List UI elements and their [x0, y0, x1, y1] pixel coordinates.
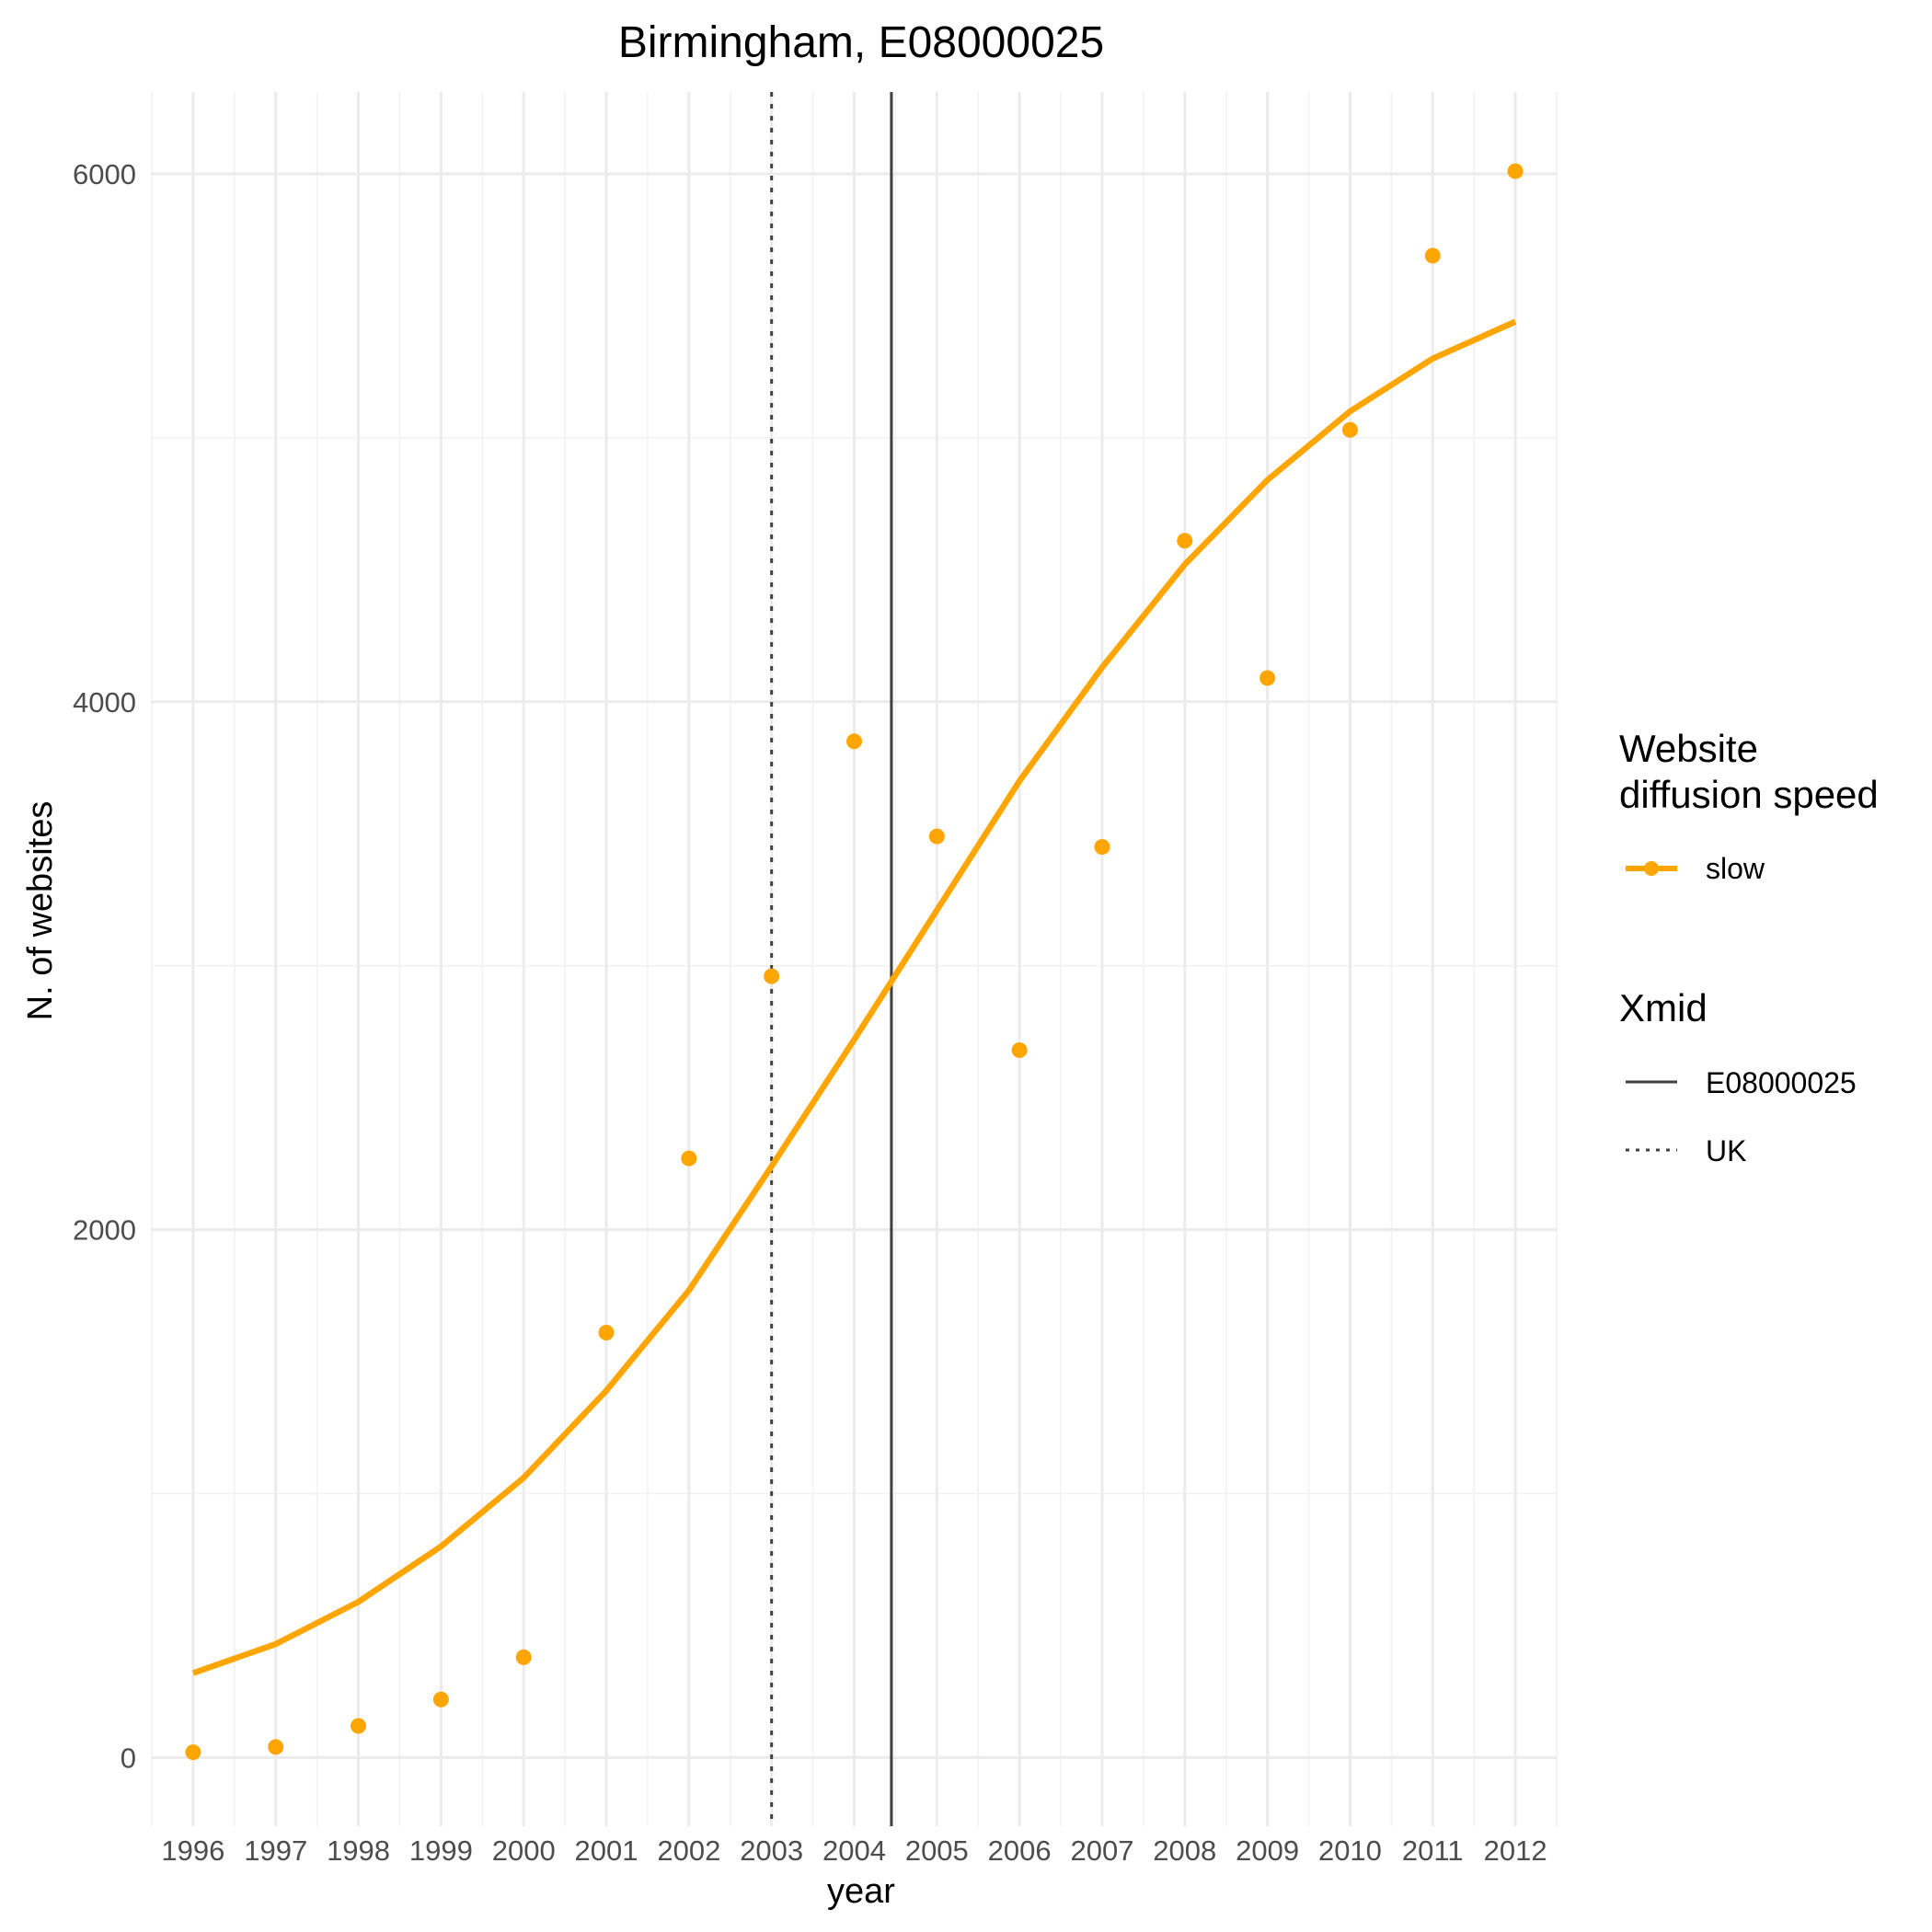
x-tick-label: 2006	[988, 1834, 1052, 1867]
legend-speed-title-line-1: Website	[1619, 727, 1758, 770]
x-tick-label: 1999	[409, 1834, 473, 1867]
data-point	[185, 1744, 201, 1761]
data-point	[515, 1649, 532, 1665]
minor-x-gridlines	[151, 92, 1558, 1826]
data-point	[598, 1324, 615, 1340]
legend-speed-group: Website diffusion speed slow	[1619, 727, 1879, 885]
x-tick-label: 2000	[492, 1834, 556, 1867]
legend-e08000025-label: E08000025	[1706, 1066, 1857, 1099]
data-point	[351, 1718, 367, 1734]
x-tick-label: 2008	[1153, 1834, 1216, 1867]
chart-title: Birmingham, E08000025	[618, 18, 1104, 67]
data-point	[1259, 670, 1276, 686]
legend-slow-point-key	[1644, 861, 1659, 876]
legend-xmid-title: Xmid	[1619, 986, 1708, 1029]
legend-speed-title-line-2: diffusion speed	[1619, 773, 1879, 816]
x-tick-label: 2004	[822, 1834, 886, 1867]
x-tick-label: 2007	[1070, 1834, 1133, 1867]
x-axis-ticks: 1996 1997 1998 1999 2000 2001 2002 2003 2004 2005…	[161, 1834, 1547, 1867]
y-tick-label: 0	[121, 1742, 136, 1774]
x-tick-label: 2012	[1484, 1834, 1547, 1867]
data-point	[764, 968, 780, 984]
data-point	[846, 733, 862, 750]
y-tick-label: 6000	[73, 158, 136, 190]
major-y-gridlines	[152, 172, 1557, 1759]
data-point	[1011, 1041, 1028, 1058]
x-tick-label: 2005	[905, 1834, 969, 1867]
data-point	[1094, 839, 1110, 856]
data-point	[432, 1691, 449, 1708]
x-tick-label: 1998	[327, 1834, 390, 1867]
legend-slow-label: slow	[1706, 852, 1765, 885]
x-tick-label: 1997	[244, 1834, 307, 1867]
fitted-curve	[191, 318, 1517, 1676]
data-point	[1507, 163, 1524, 179]
data-point	[681, 1150, 697, 1167]
data-point	[268, 1739, 284, 1755]
x-tick-label: 2009	[1236, 1834, 1299, 1867]
data-point	[1341, 421, 1358, 438]
x-tick-label: 2010	[1318, 1834, 1382, 1867]
x-tick-label: 2001	[575, 1834, 638, 1867]
xmid-reference-lines	[770, 92, 893, 1826]
y-tick-label: 2000	[73, 1214, 136, 1247]
legend-xmid-group: Xmid E08000025 UK	[1619, 986, 1857, 1167]
major-x-gridlines	[191, 92, 1517, 1826]
data-point	[928, 828, 945, 845]
x-tick-label: 2011	[1402, 1834, 1464, 1867]
x-tick-label: 2003	[740, 1834, 803, 1867]
x-axis-title: year	[827, 1872, 895, 1911]
x-tick-label: 2002	[657, 1834, 720, 1867]
y-axis-title: N. of websites	[21, 801, 60, 1021]
data-point	[1177, 533, 1193, 549]
legend: Website diffusion speed slow Xmid E08000…	[1619, 727, 1879, 1167]
observed-points	[185, 163, 1524, 1761]
data-point	[1424, 247, 1441, 264]
y-tick-label: 4000	[73, 686, 136, 719]
x-tick-label: 1996	[161, 1834, 224, 1867]
y-axis-ticks: 0 2000 4000 6000	[73, 158, 136, 1774]
fitted-curve-line	[191, 318, 1517, 1676]
legend-uk-label: UK	[1706, 1134, 1746, 1167]
